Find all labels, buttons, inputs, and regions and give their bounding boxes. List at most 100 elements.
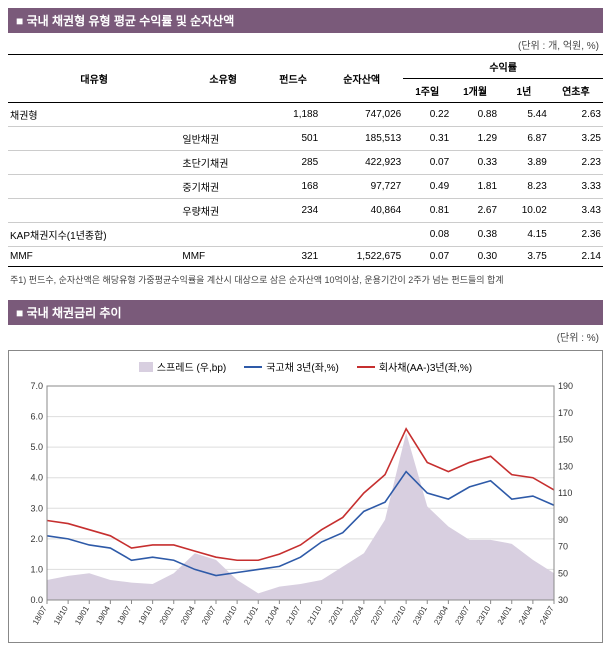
th-nav: 순자산액 xyxy=(320,55,403,103)
svg-text:24/01: 24/01 xyxy=(496,604,514,626)
svg-text:130: 130 xyxy=(558,461,573,471)
svg-text:50: 50 xyxy=(558,568,568,578)
table-cell: 4.15 xyxy=(499,223,549,247)
table-row: 초단기채권285422,9230.070.333.892.23 xyxy=(8,151,603,175)
table-cell: 2.36 xyxy=(549,223,603,247)
table-cell: 1,188 xyxy=(266,103,320,127)
svg-text:22/04: 22/04 xyxy=(348,604,366,626)
legend-corp: 회사채(AA-)3년(좌,%) xyxy=(357,359,472,374)
table-cell xyxy=(8,199,180,223)
svg-text:3.0: 3.0 xyxy=(30,503,43,513)
table-cell: 285 xyxy=(266,151,320,175)
table-cell: 2.14 xyxy=(549,247,603,267)
svg-text:23/10: 23/10 xyxy=(475,604,493,626)
table-cell: 321 xyxy=(266,247,320,267)
table-cell: 0.31 xyxy=(403,127,451,151)
table-cell: 3.75 xyxy=(499,247,549,267)
svg-text:150: 150 xyxy=(558,435,573,445)
th-r1y: 1년 xyxy=(499,79,549,103)
table-cell: 0.07 xyxy=(403,247,451,267)
table-cell: 2.23 xyxy=(549,151,603,175)
spread-swatch xyxy=(139,362,153,372)
section1-title: ■ 국내 채권형 유형 평균 수익률 및 순자산액 xyxy=(8,8,603,33)
svg-text:30: 30 xyxy=(558,595,568,605)
legend-ktb-label: 국고채 3년(좌,%) xyxy=(266,359,339,374)
svg-text:20/10: 20/10 xyxy=(221,604,239,626)
svg-text:21/07: 21/07 xyxy=(284,604,302,626)
ktb-swatch xyxy=(244,366,262,368)
svg-text:20/04: 20/04 xyxy=(179,604,197,626)
bond-rate-chart: 0.01.02.03.04.05.06.07.03050709011013015… xyxy=(13,378,588,638)
table-cell: 0.49 xyxy=(403,175,451,199)
legend-corp-label: 회사채(AA-)3년(좌,%) xyxy=(379,359,472,374)
th-r1w: 1주일 xyxy=(403,79,451,103)
chart-container: 스프레드 (우,bp) 국고채 3년(좌,%) 회사채(AA-)3년(좌,%) … xyxy=(8,350,603,643)
legend-spread: 스프레드 (우,bp) xyxy=(139,359,226,374)
table-cell: 97,727 xyxy=(320,175,403,199)
svg-text:24/04: 24/04 xyxy=(517,604,535,626)
table-cell: 1.81 xyxy=(451,175,499,199)
table-cell: 0.81 xyxy=(403,199,451,223)
table-cell: 10.02 xyxy=(499,199,549,223)
table-cell: 2.67 xyxy=(451,199,499,223)
table-cell: 3.25 xyxy=(549,127,603,151)
table-cell: 0.30 xyxy=(451,247,499,267)
svg-text:18/10: 18/10 xyxy=(52,604,70,626)
table-row: MMFMMF3211,522,6750.070.303.752.14 xyxy=(8,247,603,267)
table-cell xyxy=(320,223,403,247)
svg-text:70: 70 xyxy=(558,542,568,552)
table-cell: 0.38 xyxy=(451,223,499,247)
svg-text:23/04: 23/04 xyxy=(432,604,450,626)
svg-text:21/10: 21/10 xyxy=(306,604,324,626)
table-cell xyxy=(8,175,180,199)
section1-unit: (단위 : 개, 억원, %) xyxy=(8,35,603,54)
table-cell: 0.22 xyxy=(403,103,451,127)
table-cell: 1,522,675 xyxy=(320,247,403,267)
table-cell: 6.87 xyxy=(499,127,549,151)
svg-text:23/01: 23/01 xyxy=(411,604,429,626)
svg-text:19/01: 19/01 xyxy=(73,604,91,626)
table-cell: 우량채권 xyxy=(180,199,266,223)
table-row: KAP채권지수(1년종합) 0.080.384.152.36 xyxy=(8,223,603,247)
table-cell: 0.08 xyxy=(403,223,451,247)
table-cell: 747,026 xyxy=(320,103,403,127)
th-returns: 수익률 xyxy=(403,55,603,79)
table-cell xyxy=(180,223,266,247)
svg-text:20/07: 20/07 xyxy=(200,604,218,626)
svg-text:110: 110 xyxy=(558,488,572,498)
svg-text:19/07: 19/07 xyxy=(115,604,133,626)
table-cell: 3.89 xyxy=(499,151,549,175)
svg-text:2.0: 2.0 xyxy=(30,534,43,544)
table-cell: 8.23 xyxy=(499,175,549,199)
table-cell: 501 xyxy=(266,127,320,151)
table-cell: MMF xyxy=(180,247,266,267)
section2-title: ■ 국내 채권금리 추이 xyxy=(8,300,603,325)
table-cell: 3.43 xyxy=(549,199,603,223)
table-cell: 234 xyxy=(266,199,320,223)
th-funds: 펀드수 xyxy=(266,55,320,103)
svg-text:7.0: 7.0 xyxy=(30,381,43,391)
table-cell xyxy=(8,127,180,151)
table-row: 채권형1,188747,0260.220.885.442.63 xyxy=(8,103,603,127)
svg-text:19/10: 19/10 xyxy=(137,604,155,626)
chart-legend: 스프레드 (우,bp) 국고채 3년(좌,%) 회사채(AA-)3년(좌,%) xyxy=(13,355,598,378)
table-cell xyxy=(266,223,320,247)
svg-text:1.0: 1.0 xyxy=(30,564,43,574)
svg-text:22/01: 22/01 xyxy=(327,604,345,626)
svg-text:21/04: 21/04 xyxy=(263,604,281,626)
table-cell: KAP채권지수(1년종합) xyxy=(8,223,180,247)
table-cell: 채권형 xyxy=(8,103,180,127)
svg-text:90: 90 xyxy=(558,515,568,525)
svg-text:21/01: 21/01 xyxy=(242,604,260,626)
svg-text:22/07: 22/07 xyxy=(369,604,387,626)
table-cell: 0.33 xyxy=(451,151,499,175)
table-cell: 5.44 xyxy=(499,103,549,127)
svg-text:0.0: 0.0 xyxy=(30,595,43,605)
returns-table: 대유형 소유형 펀드수 순자산액 수익률 1주일 1개월 1년 연초후 채권형1… xyxy=(8,54,603,267)
table-cell: 185,513 xyxy=(320,127,403,151)
table-cell: 중기채권 xyxy=(180,175,266,199)
legend-spread-label: 스프레드 (우,bp) xyxy=(157,359,226,374)
table-cell: 168 xyxy=(266,175,320,199)
table-cell: 1.29 xyxy=(451,127,499,151)
footnote: 주1) 펀드수, 순자산액은 해당유형 가중평균수익률을 계산시 대상으로 삼은… xyxy=(8,267,603,300)
